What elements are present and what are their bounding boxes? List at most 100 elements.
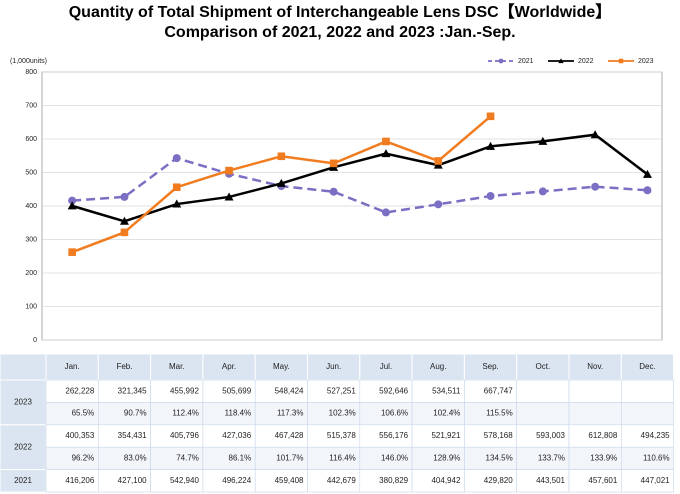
table-value: 74.7% — [176, 454, 199, 463]
table-header-label: Jul. — [380, 362, 392, 371]
table-value: 83.0% — [124, 454, 147, 463]
data-point — [590, 130, 600, 139]
table-value: 404,942 — [431, 476, 460, 485]
table-value: 527,251 — [327, 386, 356, 395]
table-header-label: May. — [273, 362, 290, 371]
table-header-cell — [45, 353, 99, 381]
table-value: 115.5% — [486, 409, 513, 418]
series-line — [71, 133, 649, 223]
table-cell — [620, 379, 674, 403]
table-value: 442,679 — [327, 476, 356, 485]
data-point — [277, 152, 286, 161]
legend-marker — [618, 58, 624, 64]
table-value: 102.4% — [433, 409, 460, 418]
data-point — [642, 169, 652, 178]
table-value: 354,431 — [118, 431, 147, 440]
y-tick-label: 700 — [25, 102, 37, 109]
table-value: 86.1% — [229, 454, 252, 463]
table-value: 667,747 — [484, 386, 513, 395]
y-axis-label: (1,000units) — [10, 58, 47, 65]
table-value: 65.5% — [72, 409, 95, 418]
table-year-cell — [0, 379, 47, 426]
y-tick-label: 200 — [25, 270, 37, 277]
table-value: 106.6% — [381, 409, 408, 418]
data-point — [329, 187, 338, 196]
table-header-label: Aug. — [430, 362, 446, 371]
table-value: 593,003 — [536, 431, 565, 440]
data-point — [68, 196, 77, 205]
table-value: 443,501 — [536, 476, 565, 485]
table-value: 457,601 — [588, 476, 617, 485]
table-header-label: Mar. — [169, 362, 185, 371]
table-value: 459,408 — [275, 476, 304, 485]
table-value: 521,921 — [431, 431, 460, 440]
y-tick-label: 600 — [25, 136, 37, 143]
data-point — [67, 201, 77, 210]
table-value: 102.3% — [329, 409, 356, 418]
table-value: 447,021 — [641, 476, 670, 485]
series-line — [72, 156, 648, 214]
table-header-label: Apr. — [222, 362, 236, 371]
table-value: 429,820 — [484, 476, 513, 485]
data-point — [434, 157, 443, 165]
table-value: 592,646 — [379, 386, 408, 395]
table-header-label: Jan. — [65, 362, 80, 371]
table-value: 96.2% — [72, 454, 95, 463]
table-value: 90.7% — [124, 409, 147, 418]
table-value: 112.4% — [172, 409, 199, 418]
table-value: 110.6% — [643, 454, 670, 463]
y-tick-label: 500 — [25, 169, 37, 176]
legend-label: 2021 — [518, 58, 534, 65]
data-point — [120, 192, 129, 201]
table-value: 427,100 — [118, 476, 147, 485]
data-point — [68, 248, 76, 256]
y-tick-label: 0 — [33, 337, 37, 344]
data-point — [538, 136, 548, 145]
table-cell — [516, 402, 570, 426]
table-year-label: 2021 — [14, 476, 32, 485]
table-value: 128.9% — [433, 454, 460, 463]
table-value: 116.4% — [329, 454, 356, 463]
table-header-label: Nov. — [587, 362, 603, 371]
table-header-label: Dec. — [639, 362, 655, 371]
table-value: 118.4% — [225, 409, 252, 418]
table-header-bg — [0, 353, 47, 381]
data-point — [224, 192, 234, 201]
data-point — [225, 166, 233, 175]
legend-marker — [558, 58, 564, 64]
y-tick-label: 800 — [25, 69, 37, 76]
table-value: 542,940 — [170, 476, 199, 485]
table-value: 612,808 — [588, 431, 617, 440]
data-point — [486, 192, 495, 201]
table-value: 262,228 — [65, 386, 94, 395]
table-cell — [620, 469, 674, 493]
data-point — [172, 154, 181, 163]
legend-marker — [498, 58, 504, 64]
table-cell — [568, 402, 622, 426]
table-value: 133.7% — [538, 454, 565, 463]
table-header-cell — [411, 353, 465, 381]
legend-label: 2023 — [638, 58, 654, 65]
data-point — [643, 186, 652, 195]
table-value: 101.7% — [276, 454, 303, 463]
data-point — [119, 216, 129, 225]
table-cell — [620, 402, 674, 426]
table-value: 416,206 — [65, 476, 94, 485]
table-value: 515,378 — [327, 431, 356, 440]
data-point — [120, 228, 129, 237]
data-point — [591, 182, 600, 191]
data-point — [381, 149, 391, 158]
data-point — [382, 137, 390, 146]
table-year-label: 2022 — [14, 442, 32, 451]
table-value: 467,428 — [275, 431, 304, 440]
table-header-cell — [307, 353, 361, 381]
table-header-cell — [359, 353, 413, 381]
y-tick-label: 300 — [25, 236, 37, 243]
table-value: 494,235 — [641, 431, 670, 440]
table-value: 321,345 — [118, 386, 147, 395]
table-value: 496,224 — [222, 476, 251, 485]
table-value: 427,036 — [222, 431, 251, 440]
table-cell — [568, 379, 622, 403]
